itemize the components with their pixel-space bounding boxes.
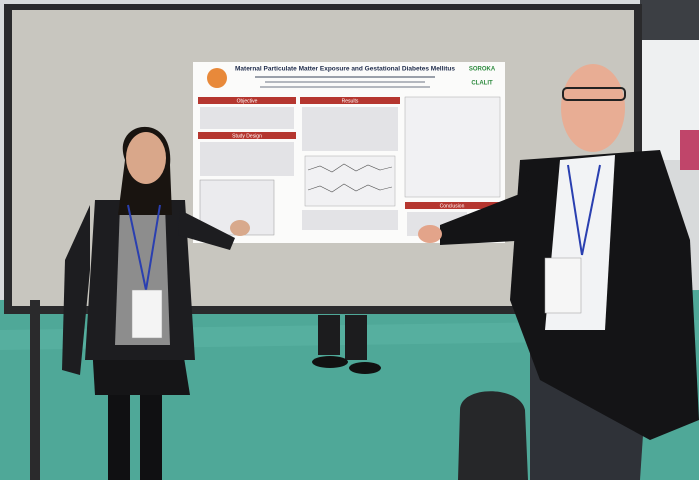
lanyard [567,164,583,256]
forest-plot [404,96,501,198]
affiliation-line [265,81,425,83]
ceiling [640,0,699,40]
person-behind-legs [318,315,340,355]
text-block [200,107,294,129]
section-header: Objective [237,98,258,104]
distant-banner [680,130,699,170]
section-header-bar [198,132,296,139]
man [418,64,699,480]
glasses [562,87,626,101]
badge [544,257,582,314]
pointing-hand [230,220,250,236]
badge [131,289,163,339]
logo-text: SOROKA [469,67,496,73]
text-block [302,107,398,151]
pointing-hand [418,225,442,243]
arm [62,205,90,375]
figure-line [307,163,393,173]
leg [108,395,130,480]
lanyard [581,164,601,256]
arm [178,210,235,250]
shoe [349,362,381,374]
chart-figure [304,155,396,207]
text-block [200,142,294,176]
poster: Maternal Particulate Matter Exposure and… [193,62,505,243]
lanyard [127,204,147,291]
section-header-bar [300,97,400,104]
lanyard [145,204,161,291]
face [126,132,166,184]
affiliation-line [260,86,430,88]
logo-text: CLALIT [471,81,493,87]
woman [62,126,250,480]
text-block [302,210,398,230]
face [561,64,625,152]
person-behind-legs [345,315,367,360]
section-header: Results [342,98,359,104]
backpack [458,391,528,480]
section-header: Study Design [232,133,262,139]
section-header-bar [405,202,500,209]
section-header-bar [198,97,296,104]
shoe [312,356,348,368]
author-line [255,76,435,78]
arm [440,190,535,245]
figure-line [307,183,393,193]
university-logo [207,68,227,88]
section-header: Conclusion [440,203,465,209]
board-leg [30,300,40,480]
poster-title: Maternal Particulate Matter Exposure and… [235,66,455,73]
leg [140,395,162,480]
